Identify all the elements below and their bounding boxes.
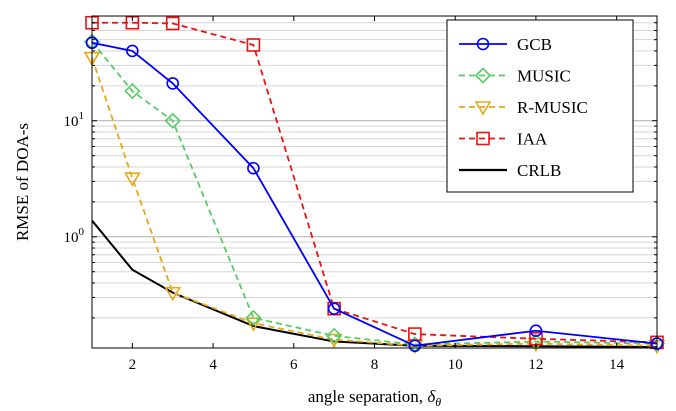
data-point-music [326, 327, 343, 344]
data-point-music [124, 83, 141, 100]
series-line-gcb [91, 41, 658, 347]
series-layer [83, 15, 666, 355]
x-tick-label: 10 [448, 357, 463, 373]
x-tick-label: 12 [528, 357, 543, 373]
legend: GCB MUSIC R-MUSIC IAA CRLB [446, 19, 634, 193]
y-axis-label: RMSE of DOA-s [13, 123, 32, 241]
series-line-crlb [91, 219, 658, 349]
data-point-iaa [165, 16, 180, 31]
series-line-iaa [92, 21, 658, 344]
y-tick-label: 101 [64, 110, 85, 130]
legend-marker-iaa [476, 131, 490, 146]
legend-marker-r-music [474, 101, 492, 116]
data-point-gcb [126, 44, 139, 58]
x-tick-label: 6 [290, 357, 298, 373]
x-tick-label: 2 [129, 357, 137, 373]
x-tick-label: 8 [371, 357, 379, 373]
axis-ticks: 2 4 6 8 10 12 14 100 101 [64, 15, 657, 373]
legend-label-crlb: CRLB [517, 161, 561, 180]
y-tick-label: 100 [64, 226, 85, 246]
series-line-music [91, 41, 658, 346]
x-axis-label: angle separation, δθ [308, 387, 441, 409]
x-tick-label: 4 [209, 357, 217, 373]
legend-label-r-music: R-MUSIC [517, 98, 588, 117]
data-point-gcb [529, 324, 543, 338]
legend-marker-gcb [476, 37, 490, 51]
series-line-r-music [91, 57, 658, 347]
data-point-r-music [164, 286, 182, 302]
data-point-music [245, 309, 262, 327]
data-point-gcb [166, 77, 180, 90]
data-point-music [164, 112, 181, 129]
series-gcb [85, 36, 664, 353]
legend-label-iaa: IAA [517, 130, 548, 149]
legend-label-music: MUSIC [517, 67, 571, 86]
data-point-gcb [327, 302, 341, 315]
legend-marker-music [474, 67, 492, 84]
legend-label-gcb: GCB [517, 35, 552, 54]
data-point-r-music [245, 317, 262, 332]
data-point-gcb [247, 161, 260, 175]
series-crlb [91, 219, 658, 349]
data-point-r-music [123, 172, 141, 187]
x-tick-label: 14 [609, 357, 625, 373]
data-point-gcb [408, 339, 422, 353]
data-point-r-music [325, 333, 343, 349]
data-point-iaa [246, 38, 261, 52]
